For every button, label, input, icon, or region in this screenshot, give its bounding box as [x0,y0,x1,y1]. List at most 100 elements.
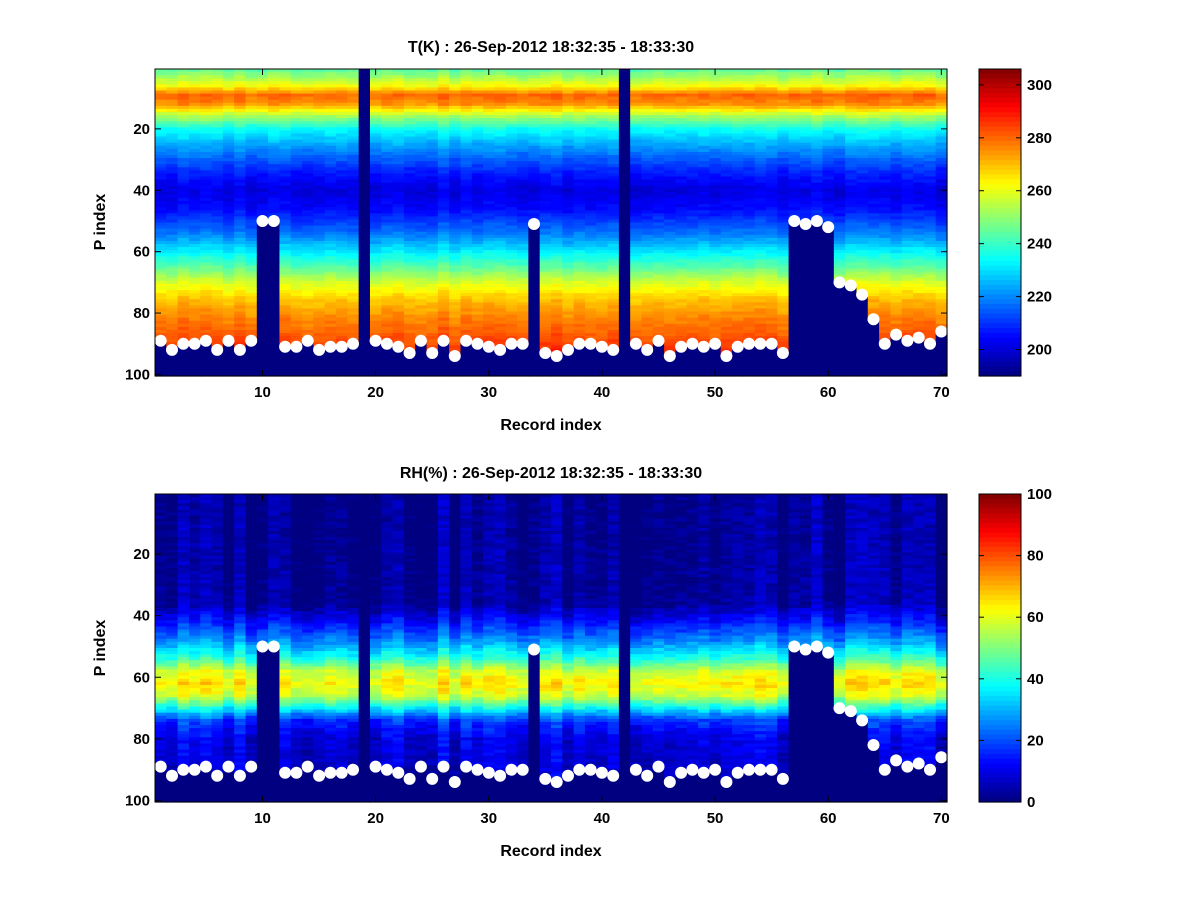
heatmap-cell [313,213,326,217]
heatmap-cell [324,207,337,211]
heatmap-cell [302,93,314,98]
heatmap-cell [358,105,371,110]
heatmap-cell [302,296,314,300]
heatmap-cell [256,176,269,181]
heatmap-cell [256,290,269,294]
heatmap-cell [200,372,213,377]
heatmap-cell [336,188,348,193]
heatmap-cell [358,256,371,260]
heatmap-cell [155,314,167,319]
heatmap-cell [177,87,190,92]
heatmap-cell [302,213,314,217]
heatmap-cell [268,286,281,291]
heatmap-cell [268,72,281,76]
heatmap-cell [279,216,292,221]
heatmap-cell [358,161,371,165]
heatmap-cell [336,290,348,294]
heatmap-cell [313,93,326,98]
heatmap-cell [347,265,360,270]
heatmap-cell [336,108,348,113]
heatmap-cell [166,277,179,282]
heatmap-cell [302,121,314,125]
heatmap-cell [256,87,269,92]
heatmap-cell [369,96,382,101]
heatmap-cell [155,234,167,239]
heatmap-cell [381,161,394,165]
heatmap-cell [290,228,303,233]
heatmap-cell [222,161,235,165]
heatmap-cell [358,179,371,184]
heatmap-cell [155,210,167,214]
heatmap-cell [256,259,269,264]
heatmap-cell [381,366,394,371]
heatmap-cell [302,222,314,227]
heatmap-cell [347,81,360,85]
heatmap-cell [369,256,382,260]
heatmap-cell [313,151,326,156]
heatmap-cell [369,326,382,331]
heatmap-cell [188,164,201,168]
heatmap-cell [234,308,247,313]
heatmap-cell [347,167,360,171]
heatmap-cell [392,124,405,128]
heatmap-cell [155,194,167,199]
heatmap-cell [358,268,371,273]
heatmap-cell [155,139,167,144]
heatmap-cell [245,240,258,245]
heatmap-cell [347,84,360,89]
heatmap-cell [279,323,292,328]
heatmap-cell [256,314,269,319]
heatmap-cell [177,164,190,168]
heatmap-cell [200,136,213,141]
heatmap-cell [166,286,179,291]
heatmap-cell [369,197,382,202]
heatmap-cell [369,243,382,248]
heatmap-cell [358,173,371,178]
heatmap-cell [347,290,360,294]
heatmap-cell [188,102,201,107]
heatmap-cell [268,182,281,187]
heatmap-cell [302,191,314,196]
heatmap-cell [211,185,224,190]
heatmap-cell [166,329,179,334]
heatmap-cell [222,78,235,82]
heatmap-cell [392,142,405,147]
heatmap-cell [369,108,382,113]
heatmap-cell [256,302,269,306]
heatmap-cell [336,204,348,208]
heatmap-cell [290,354,303,359]
heatmap-cell [211,127,224,131]
heatmap-column [336,69,348,377]
heatmap-cell [211,173,224,178]
heatmap-cell [177,136,190,141]
heatmap-cell [188,250,201,254]
heatmap-cell [279,320,292,325]
heatmap-cell [302,299,314,303]
heatmap-cell [256,151,269,156]
heatmap-cell [302,259,314,264]
heatmap-cell [358,290,371,294]
heatmap-cell [392,139,405,144]
heatmap-cell [392,111,405,116]
heatmap-cell [336,72,348,76]
heatmap-cell [200,99,213,104]
heatmap-cell [188,216,201,221]
heatmap-cell [234,139,247,144]
heatmap-cell [302,351,314,356]
heatmap-cell [302,302,314,306]
heatmap-cell [245,145,258,150]
heatmap-cell [155,231,167,236]
heatmap-cell [188,357,201,362]
heatmap-cell [177,305,190,310]
heatmap-cell [166,293,179,297]
heatmap-cell [234,72,247,76]
heatmap-cell [245,173,258,178]
heatmap-cell [347,280,360,285]
heatmap-cell [155,108,167,113]
heatmap-cell [200,345,213,349]
heatmap-cell [381,151,394,156]
heatmap-cell [290,320,303,325]
heatmap-column [483,69,496,377]
heatmap-cell [155,96,167,101]
heatmap-cell [188,213,201,217]
